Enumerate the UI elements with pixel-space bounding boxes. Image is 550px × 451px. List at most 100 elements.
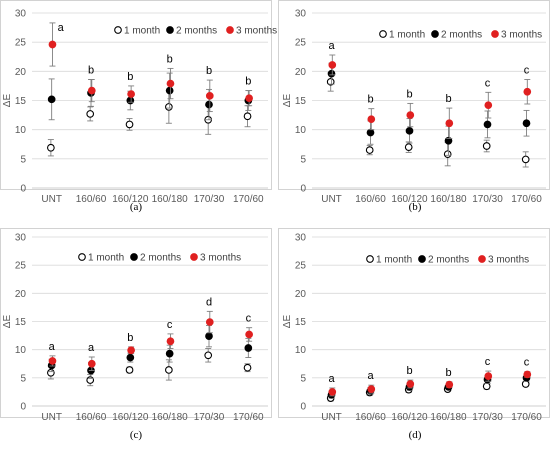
data-point	[328, 61, 337, 69]
x-tick-label: UNT	[41, 412, 62, 423]
significance-letter: c	[485, 77, 491, 89]
data-point	[205, 91, 214, 100]
y-tick-label: 10	[15, 125, 27, 136]
significance-letter: b	[445, 367, 451, 379]
data-point	[367, 385, 376, 393]
data-point	[523, 370, 532, 379]
data-point	[126, 96, 135, 105]
data-point	[243, 112, 252, 121]
data-point	[406, 111, 415, 119]
data-point	[165, 86, 174, 95]
data-point	[47, 143, 55, 152]
y-tick-label: 30	[15, 9, 27, 20]
data-point	[48, 357, 57, 365]
data-point	[204, 351, 213, 360]
panel-b: 0 5 10 15 20 25 30 ΔE UNT 160/60 160/120 160/180 170…	[278, 0, 550, 213]
legend: 1 month 2 months 3 months	[366, 255, 529, 266]
panel-caption: (d)	[409, 429, 422, 441]
series-3	[48, 310, 253, 371]
data-point	[404, 143, 413, 152]
y-tick-label: 25	[15, 261, 27, 272]
significance-letter: b	[367, 94, 373, 106]
data-point	[406, 380, 415, 388]
data-point	[444, 136, 453, 145]
y-tick-label: 20	[295, 67, 307, 78]
data-point	[522, 119, 531, 128]
data-point	[523, 87, 532, 96]
y-tick-label: 25	[295, 38, 307, 49]
y-tick-label: 20	[15, 289, 27, 300]
series-3	[328, 54, 532, 139]
data-point	[327, 69, 336, 78]
x-tick-label: 170/30	[472, 194, 503, 205]
legend-label: 1 month	[88, 253, 124, 264]
data-point	[166, 79, 175, 88]
series-3	[328, 370, 532, 397]
x-tick-label: 160/180	[430, 412, 467, 423]
y-tick-label: 30	[295, 9, 307, 20]
legend: 1 month 2 months 3 months	[78, 253, 241, 264]
legend-marker	[431, 30, 439, 38]
y-tick-label: 30	[15, 233, 27, 244]
data-point	[86, 110, 95, 118]
data-point	[445, 119, 454, 128]
data-point	[126, 353, 135, 362]
significance-letter: a	[328, 373, 335, 385]
data-point	[165, 103, 173, 111]
significance-letter: a	[58, 22, 65, 34]
y-tick-label: 20	[295, 289, 307, 300]
x-tick-label: UNT	[321, 194, 342, 205]
x-tick-label: 160/180	[152, 412, 189, 423]
panel-frame	[0, 0, 272, 190]
legend: 1 month 2 months 3 months	[114, 26, 277, 37]
data-point	[482, 142, 491, 150]
y-tick-label: 0	[300, 402, 306, 413]
legend-marker	[418, 255, 426, 263]
significance-letter: d	[206, 296, 212, 308]
y-tick-label: 0	[20, 184, 26, 195]
legend-label: 2 months	[140, 253, 181, 264]
significance-letter: c	[246, 313, 252, 325]
y-tick-label: 15	[15, 96, 27, 107]
data-point	[484, 101, 493, 110]
legend-label: 2 months	[176, 26, 217, 37]
legend-marker	[78, 253, 86, 261]
legend-marker	[114, 26, 122, 34]
significance-letter: c	[524, 65, 530, 77]
data-point	[405, 126, 414, 135]
legend-marker	[478, 255, 486, 263]
legend-marker	[491, 30, 499, 38]
data-point	[445, 380, 454, 389]
legend-label: 3 months	[200, 253, 241, 264]
data-point	[521, 380, 530, 388]
legend-label: 2 months	[441, 30, 482, 41]
legend-marker	[366, 255, 374, 263]
data-point	[127, 346, 135, 355]
panel-d: 0 5 10 15 20 25 30 ΔE UNT 160/60 160/120 160/180 170…	[278, 228, 550, 441]
y-tick-label: 0	[300, 184, 306, 195]
x-tick-label: 160/60	[355, 194, 386, 205]
significance-letter: b	[406, 88, 412, 100]
y-tick-label: 15	[295, 96, 307, 107]
data-point	[367, 115, 376, 124]
data-point	[87, 359, 96, 368]
x-tick-label: 170/30	[194, 412, 225, 423]
x-tick-label: 160/60	[76, 412, 107, 423]
y-tick-label: 30	[295, 233, 307, 244]
data-point	[48, 40, 57, 49]
significance-letter: b	[245, 76, 251, 88]
series-1	[47, 348, 252, 387]
data-point	[244, 344, 253, 352]
y-axis-label: ΔE	[282, 94, 293, 108]
x-tick-label: 160/180	[430, 194, 467, 205]
data-point	[205, 318, 214, 326]
x-tick-label: 160/120	[391, 194, 428, 205]
x-tick-label: 160/120	[112, 412, 149, 423]
y-tick-label: 5	[300, 154, 306, 165]
data-point	[243, 363, 252, 372]
legend-label: 3 months	[501, 30, 542, 41]
panel-caption: (a)	[130, 201, 143, 213]
data-point	[326, 77, 335, 86]
y-tick-label: 15	[15, 317, 27, 328]
data-point	[86, 376, 95, 384]
